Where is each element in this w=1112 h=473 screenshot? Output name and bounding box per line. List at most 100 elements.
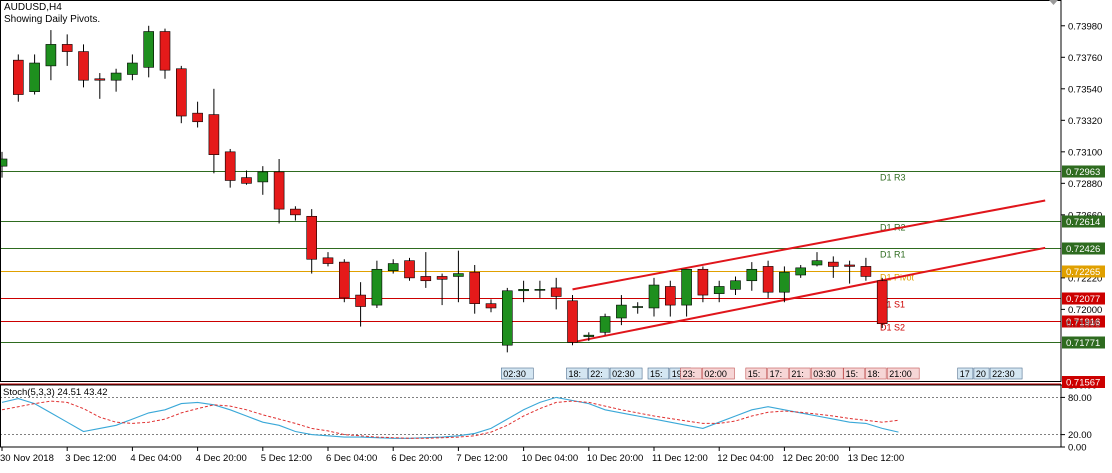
candle-bull bbox=[45, 44, 57, 67]
indicator-subtitle: Showing Daily Pivots. bbox=[4, 14, 101, 25]
candle-bull bbox=[534, 289, 546, 291]
candle-bull bbox=[779, 271, 790, 293]
candle-bear bbox=[827, 261, 839, 267]
candle-bull bbox=[387, 263, 399, 272]
time-tick-label: 5 Dec 12:00 bbox=[261, 453, 312, 464]
session-tag bbox=[973, 367, 990, 380]
price-tag-s3: 0.71771 bbox=[1066, 338, 1100, 349]
stoch-tick-label: 20.00 bbox=[1068, 430, 1092, 441]
session-tag bbox=[745, 367, 767, 380]
stoch-title: Stoch(5,3,3) 24.51 43.42 bbox=[3, 387, 108, 398]
session-tag bbox=[886, 367, 920, 380]
candle-bear bbox=[436, 276, 448, 280]
price-tag-pivot: 0.72265 bbox=[1066, 267, 1100, 278]
time-tick-label: 13 Dec 12:00 bbox=[848, 453, 905, 464]
candle-bull bbox=[746, 268, 758, 282]
session-tag bbox=[767, 367, 789, 380]
price-tick-label: 0.73980 bbox=[1068, 21, 1102, 32]
candle-bear bbox=[844, 264, 855, 267]
candle-bull bbox=[811, 260, 823, 266]
pivot-label-r3: D1 R3 bbox=[880, 173, 906, 183]
candle-bear bbox=[322, 257, 334, 264]
candle-bear bbox=[78, 51, 89, 81]
session-tag-label: 03:30 bbox=[813, 369, 836, 379]
price-tick-label: 0.73760 bbox=[1068, 53, 1102, 64]
sub-panel-tag-bg bbox=[1062, 376, 1105, 388]
candle-bear bbox=[241, 177, 252, 184]
time-tick-label: 11 Dec 12:00 bbox=[652, 453, 708, 464]
session-tag bbox=[587, 367, 610, 380]
candle-bear bbox=[876, 280, 888, 325]
candle-bear bbox=[176, 68, 187, 117]
candle-bull bbox=[632, 306, 644, 308]
price-tag-r3: 0.72963 bbox=[1066, 167, 1100, 178]
candle-bull bbox=[371, 268, 383, 306]
channel-lower-line bbox=[572, 246, 1046, 344]
pivot-label-r2: D1 R2 bbox=[880, 223, 906, 233]
candle-bear bbox=[192, 112, 203, 123]
price-tick-label: 0.72880 bbox=[1068, 179, 1102, 190]
candle-bear bbox=[338, 261, 350, 299]
price-tag-hidden: 0.71895 bbox=[1066, 318, 1100, 329]
candle-bear bbox=[762, 266, 774, 293]
price-tag-bg-r1 bbox=[1062, 242, 1105, 255]
symbol-label: AUDUSD,H4 bbox=[4, 2, 62, 13]
candle-bear bbox=[13, 59, 24, 95]
session-tag bbox=[702, 367, 735, 380]
candle-bull bbox=[29, 62, 40, 92]
candle-bull bbox=[127, 62, 138, 75]
session-tag-label: 21:00 bbox=[889, 369, 912, 379]
chart-frame bbox=[0, 0, 1062, 448]
price-tag-r1: 0.72426 bbox=[1066, 244, 1100, 255]
candle-bear bbox=[485, 303, 497, 309]
time-tick-label: 12 Dec 04:00 bbox=[717, 453, 774, 464]
candle-bull bbox=[110, 72, 122, 81]
price-tag-s1: 0.72077 bbox=[1066, 294, 1100, 305]
price-tick-label: 0.73320 bbox=[1068, 116, 1102, 127]
candle-bear bbox=[664, 286, 676, 306]
session-tag-label: 02:00 bbox=[704, 369, 727, 379]
candle-bull bbox=[795, 267, 807, 276]
time-tick-label: 6 Dec 04:00 bbox=[326, 453, 377, 464]
pivot-label-r1: D1 R1 bbox=[880, 250, 906, 260]
time-tick-label: 10 Dec 20:00 bbox=[587, 453, 644, 464]
session-tag bbox=[789, 367, 811, 380]
price-tick-label: 0.73540 bbox=[1068, 84, 1102, 95]
price-tag-bg-s3 bbox=[1062, 336, 1105, 349]
candle-bear bbox=[469, 271, 481, 304]
price-tick-label: 0.73100 bbox=[1068, 147, 1102, 158]
candle-bull bbox=[713, 286, 725, 294]
candle-bear bbox=[697, 268, 709, 296]
candle-bear bbox=[550, 287, 562, 297]
session-tag-label: 15: bbox=[650, 369, 663, 379]
price-tag-r2: 0.72614 bbox=[1066, 217, 1100, 228]
session-tag-label: 18: bbox=[867, 369, 880, 379]
session-tag bbox=[647, 367, 670, 380]
session-tag-label: 21: bbox=[791, 369, 804, 379]
session-tag bbox=[566, 367, 588, 380]
session-tag bbox=[843, 367, 865, 380]
time-tick-label: 12 Dec 20:00 bbox=[782, 453, 839, 464]
pivot-label-s2: D1 S2 bbox=[880, 323, 905, 333]
session-tag bbox=[810, 367, 844, 380]
price-axis: 0.73980 0.73760 0.73540 0.73320 0.73100 0.728… bbox=[1061, 21, 1105, 349]
candle-bear bbox=[567, 300, 578, 343]
sub-panel-tag: 0.71567 bbox=[1066, 378, 1100, 389]
session-tag bbox=[865, 367, 887, 380]
candle-bull bbox=[599, 316, 611, 333]
channel-upper-line bbox=[572, 199, 1046, 291]
session-tag-label: 20 bbox=[976, 369, 986, 379]
price-tag-bg-pivot bbox=[1062, 265, 1105, 278]
session-tag bbox=[957, 367, 974, 380]
candle-bull bbox=[583, 334, 595, 337]
session-tag bbox=[680, 367, 702, 380]
price-tick-label: 0.72220 bbox=[1068, 273, 1102, 284]
candle-bear bbox=[290, 208, 301, 216]
trend-channel[interactable] bbox=[572, 199, 1046, 344]
candle-bear bbox=[860, 266, 872, 277]
candle-bull bbox=[616, 304, 627, 319]
time-axis: 30 Nov 2018 3 Dec 12:00 4 Dec 04:00 4 Dec 2… bbox=[0, 447, 904, 464]
session-tag bbox=[500, 367, 534, 380]
